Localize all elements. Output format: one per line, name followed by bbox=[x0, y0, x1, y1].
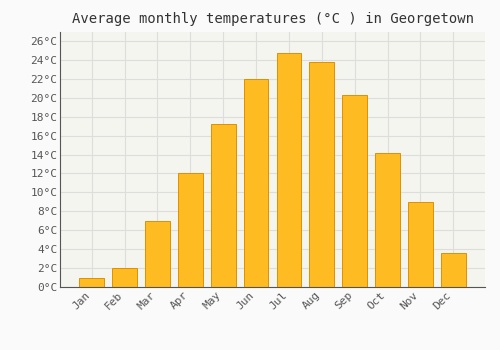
Bar bbox=[408, 202, 433, 287]
Title: Average monthly temperatures (°C ) in Georgetown: Average monthly temperatures (°C ) in Ge… bbox=[72, 12, 473, 26]
Bar bbox=[80, 278, 104, 287]
Bar bbox=[276, 53, 301, 287]
Bar bbox=[310, 62, 334, 287]
Bar bbox=[376, 153, 400, 287]
Bar bbox=[211, 124, 236, 287]
Bar bbox=[145, 221, 170, 287]
Bar bbox=[178, 174, 203, 287]
Bar bbox=[244, 79, 268, 287]
Bar bbox=[441, 253, 466, 287]
Bar bbox=[342, 95, 367, 287]
Bar bbox=[112, 268, 137, 287]
